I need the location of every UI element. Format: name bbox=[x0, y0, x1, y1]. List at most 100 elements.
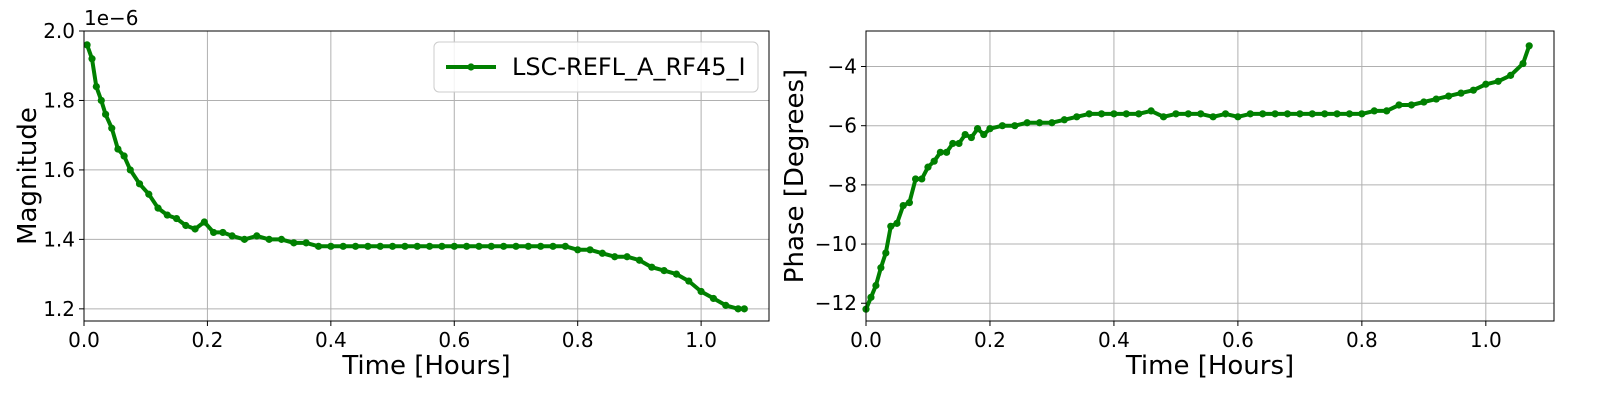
data-point bbox=[163, 211, 171, 219]
data-point bbox=[598, 249, 606, 257]
data-point bbox=[1345, 110, 1354, 118]
x-axis-label: Time [Hours] bbox=[341, 351, 510, 381]
y-tick-label: 1.4 bbox=[43, 227, 75, 251]
data-point bbox=[450, 242, 458, 250]
data-point bbox=[961, 130, 969, 139]
data-point bbox=[438, 242, 446, 250]
data-point bbox=[905, 199, 913, 207]
data-point bbox=[114, 145, 122, 153]
x-tick-label: 0.8 bbox=[562, 328, 594, 352]
data-point bbox=[877, 264, 885, 272]
data-point bbox=[872, 281, 880, 290]
data-point bbox=[887, 222, 895, 230]
data-point bbox=[1246, 110, 1254, 118]
data-point bbox=[182, 221, 190, 230]
data-point bbox=[1073, 113, 1081, 121]
data-point bbox=[1172, 110, 1180, 118]
data-point bbox=[376, 242, 384, 250]
data-point bbox=[191, 225, 199, 233]
data-point bbox=[1085, 110, 1093, 118]
data-point bbox=[339, 242, 347, 250]
data-point bbox=[635, 256, 644, 264]
legend-marker bbox=[467, 63, 475, 71]
data-point bbox=[1407, 101, 1416, 109]
data-point bbox=[1209, 113, 1217, 121]
data-point bbox=[722, 301, 730, 309]
data-point bbox=[108, 124, 116, 132]
data-point bbox=[92, 82, 100, 91]
legend-label: LSC-REFL_A_RF45_I bbox=[512, 53, 746, 81]
data-point bbox=[561, 242, 569, 250]
data-point bbox=[1358, 110, 1366, 118]
data-point bbox=[899, 201, 907, 210]
data-point bbox=[998, 122, 1006, 130]
data-point bbox=[88, 55, 96, 63]
data-point bbox=[709, 294, 718, 303]
y-axis-label: Phase [Degrees] bbox=[780, 69, 810, 283]
data-point bbox=[740, 305, 748, 313]
data-point bbox=[1159, 113, 1168, 121]
axes-frame bbox=[83, 30, 770, 322]
data-point bbox=[1482, 80, 1490, 88]
x-tick-label: 1.0 bbox=[1470, 328, 1502, 352]
data-point bbox=[882, 249, 890, 257]
data-point bbox=[949, 139, 957, 148]
data-point bbox=[126, 166, 134, 174]
data-point bbox=[1221, 110, 1230, 118]
data-point bbox=[734, 305, 742, 313]
data-point bbox=[1234, 113, 1242, 121]
data-point bbox=[1296, 110, 1304, 118]
data-point bbox=[265, 235, 273, 243]
data-point bbox=[1060, 116, 1068, 124]
magnitude-chart: 0.0 0.2 0.4 0.6 0.8 1.0 1.2 1.4 1.6 1.8 2.0 Time [H… bbox=[13, 6, 770, 381]
data-point bbox=[253, 232, 261, 240]
x-axis-label: Time [Hours] bbox=[1125, 351, 1294, 381]
data-point bbox=[1011, 122, 1019, 130]
data-point bbox=[1333, 110, 1341, 118]
x-tick-label: 0.6 bbox=[1222, 328, 1254, 352]
y-offset-text: 1e−6 bbox=[84, 6, 139, 30]
x-tick-label: 0.2 bbox=[974, 328, 1006, 352]
y-axis-label: Magnitude bbox=[13, 107, 43, 245]
data-point bbox=[980, 130, 988, 139]
y-tick-label: −12 bbox=[815, 291, 857, 315]
data-point bbox=[351, 242, 360, 250]
data-point bbox=[1445, 92, 1453, 100]
data-point bbox=[1271, 110, 1279, 118]
data-point bbox=[942, 148, 951, 156]
data-point bbox=[277, 235, 286, 243]
data-point bbox=[623, 253, 631, 261]
data-point bbox=[154, 204, 162, 212]
data-point bbox=[290, 239, 298, 247]
y-tick-label: −8 bbox=[828, 173, 857, 197]
data-point bbox=[1321, 110, 1329, 118]
data-point bbox=[1283, 110, 1292, 118]
x-tick-label: 1.0 bbox=[685, 328, 717, 352]
data-point bbox=[1259, 110, 1267, 118]
data-point bbox=[425, 242, 434, 250]
data-point bbox=[867, 293, 875, 301]
data-point bbox=[911, 175, 920, 183]
data-point bbox=[172, 214, 181, 223]
data-point bbox=[574, 246, 582, 254]
data-point bbox=[314, 242, 323, 250]
data-point bbox=[648, 263, 656, 271]
data-point bbox=[228, 232, 236, 240]
data-point bbox=[302, 239, 310, 247]
data-point bbox=[135, 180, 144, 188]
data-point bbox=[1395, 101, 1403, 109]
data-point bbox=[549, 242, 557, 250]
data-point bbox=[1383, 107, 1391, 115]
data-point bbox=[685, 277, 693, 285]
y-tick-label: 1.2 bbox=[43, 297, 75, 321]
data-point bbox=[697, 287, 705, 296]
data-point bbox=[401, 242, 409, 250]
y-tick-label: 2.0 bbox=[43, 19, 75, 43]
data-point bbox=[1308, 110, 1316, 118]
data-point bbox=[537, 242, 545, 250]
x-tick-label: 0.4 bbox=[1098, 328, 1130, 352]
data-point bbox=[1457, 89, 1465, 97]
data-point bbox=[1197, 110, 1205, 118]
data-point bbox=[219, 228, 227, 237]
